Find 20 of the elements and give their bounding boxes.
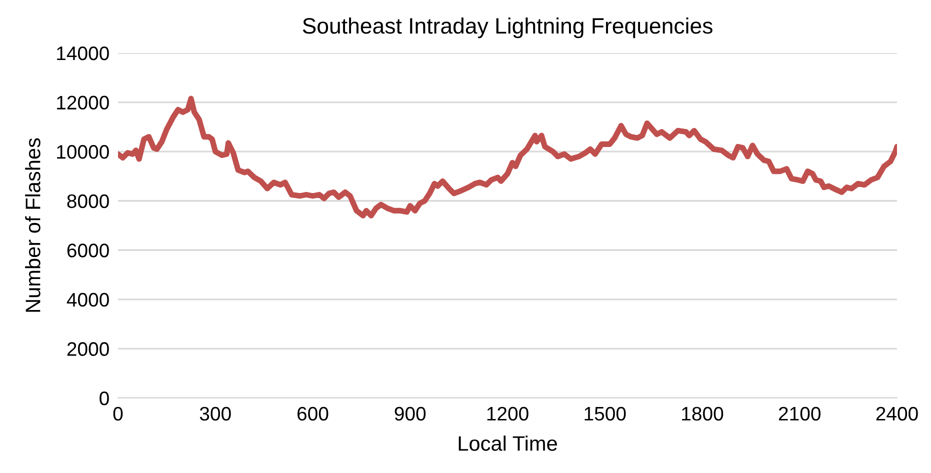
y-tick-label: 6000 xyxy=(67,244,109,258)
x-tick-label: 600 xyxy=(298,406,328,421)
x-tick-label: 900 xyxy=(394,406,426,421)
chart-title: Southeast Intraday Lightning Frequencies xyxy=(302,17,712,38)
y-tick-label: 8000 xyxy=(67,194,109,208)
x-tick-label: 1500 xyxy=(584,406,626,421)
x-tick-label: 2100 xyxy=(778,406,820,421)
x-tick-label: 2400 xyxy=(876,406,918,421)
y-tick-label: 14000 xyxy=(57,46,109,60)
y-axis-title: Number of Flashes xyxy=(25,138,40,312)
x-tick-label: 300 xyxy=(200,406,231,421)
x-tick-label: 1200 xyxy=(487,406,528,421)
y-tick-label: 4000 xyxy=(66,292,109,307)
x-axis-title: Local Time xyxy=(458,436,557,451)
y-tick-label: 0 xyxy=(100,391,109,406)
x-tick-label: 0 xyxy=(113,406,123,421)
y-tick-label: 2000 xyxy=(67,342,109,356)
y-tick-label: 12000 xyxy=(57,96,109,110)
y-tick-label: 10000 xyxy=(57,145,109,159)
x-tick-label: 1800 xyxy=(682,406,724,421)
